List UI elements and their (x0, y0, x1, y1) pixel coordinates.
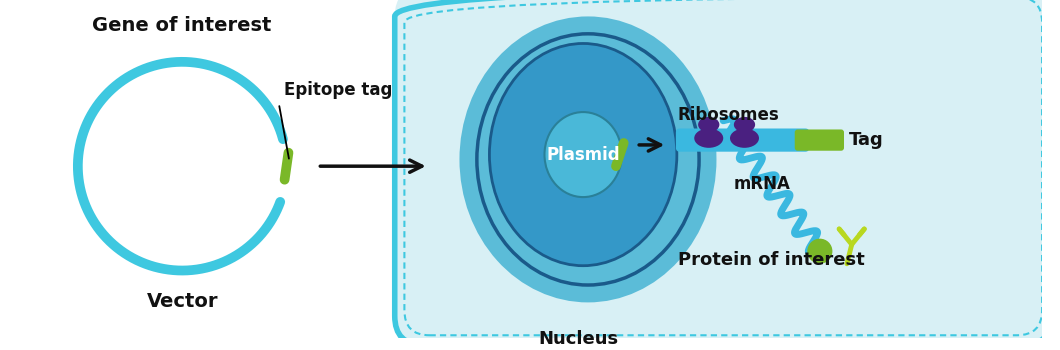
Ellipse shape (477, 34, 700, 285)
Text: Nucleus: Nucleus (538, 330, 618, 349)
Text: Gene of interest: Gene of interest (92, 16, 271, 35)
Text: Protein of interest: Protein of interest (678, 251, 865, 268)
Text: Ribosomes: Ribosomes (677, 106, 779, 124)
FancyBboxPatch shape (394, 0, 1052, 345)
Text: Plasmid: Plasmid (546, 146, 620, 163)
Text: mRNA: mRNA (734, 175, 791, 193)
Ellipse shape (734, 117, 755, 132)
Ellipse shape (490, 43, 677, 266)
Text: Epitope tag: Epitope tag (284, 80, 392, 99)
FancyBboxPatch shape (795, 130, 844, 151)
Ellipse shape (459, 16, 717, 302)
Circle shape (808, 239, 832, 264)
Ellipse shape (694, 128, 723, 148)
Ellipse shape (699, 117, 720, 132)
Text: Tag: Tag (849, 131, 884, 149)
FancyBboxPatch shape (676, 128, 809, 152)
Ellipse shape (545, 112, 622, 197)
Ellipse shape (730, 128, 759, 148)
Text: Vector: Vector (146, 292, 218, 311)
